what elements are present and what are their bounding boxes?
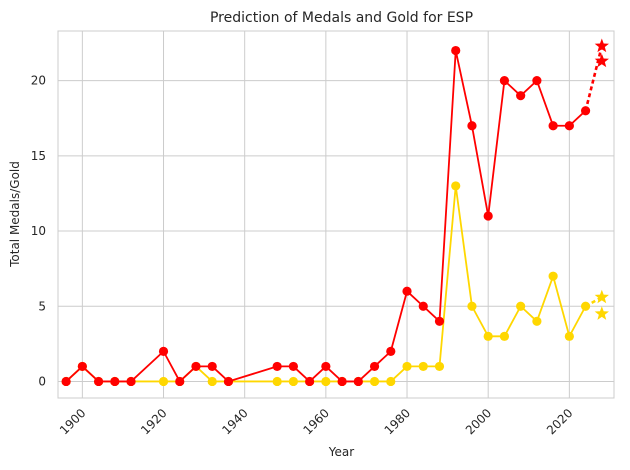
data-point bbox=[369, 376, 380, 387]
data-point bbox=[451, 45, 461, 56]
data-point bbox=[207, 376, 217, 387]
data-point bbox=[175, 376, 185, 387]
data-point bbox=[532, 76, 542, 86]
data-point bbox=[516, 301, 526, 311]
data-point bbox=[321, 361, 331, 372]
data-point bbox=[467, 301, 477, 311]
data-point bbox=[369, 361, 380, 372]
data-point bbox=[402, 361, 412, 372]
data-point bbox=[353, 376, 363, 387]
data-point bbox=[158, 376, 169, 387]
data-point bbox=[158, 346, 169, 356]
data-point bbox=[418, 361, 428, 372]
y-tick-label: 0 bbox=[38, 374, 46, 388]
data-point bbox=[272, 376, 282, 387]
data-point bbox=[499, 76, 510, 86]
data-point bbox=[548, 271, 558, 281]
chart-title: Prediction of Medals and Gold for ESP bbox=[210, 10, 473, 26]
data-point bbox=[288, 376, 298, 387]
data-point bbox=[223, 376, 234, 387]
data-point bbox=[499, 331, 510, 341]
data-point bbox=[434, 361, 445, 372]
y-tick-label: 20 bbox=[31, 74, 46, 88]
y-axis-ticks: 0 5 10 15 20 bbox=[31, 74, 46, 389]
data-point bbox=[191, 361, 201, 372]
prediction-star-marker bbox=[594, 306, 609, 320]
y-tick-label: 10 bbox=[31, 224, 46, 238]
data-point bbox=[467, 121, 477, 131]
data-point bbox=[288, 361, 298, 372]
data-point bbox=[386, 346, 396, 356]
data-point bbox=[548, 121, 558, 131]
series-layer bbox=[61, 38, 609, 387]
data-point bbox=[321, 376, 331, 387]
data-point bbox=[418, 301, 428, 311]
data-point bbox=[305, 376, 315, 387]
data-point bbox=[77, 361, 87, 372]
data-point bbox=[483, 211, 493, 221]
data-point bbox=[564, 331, 574, 341]
data-point bbox=[402, 286, 412, 296]
data-point bbox=[516, 91, 526, 101]
data-point bbox=[93, 376, 104, 387]
x-axis-label: Year bbox=[328, 445, 354, 459]
data-point bbox=[110, 376, 120, 387]
prediction-star-marker bbox=[594, 38, 609, 53]
series-0 bbox=[61, 38, 609, 387]
y-tick-label: 5 bbox=[38, 299, 46, 313]
data-point bbox=[564, 121, 574, 131]
y-axis-label: Total Medals/Gold bbox=[8, 161, 22, 268]
prediction-star-marker bbox=[594, 289, 609, 304]
data-point bbox=[272, 361, 282, 372]
data-point bbox=[126, 376, 136, 387]
data-point bbox=[434, 316, 445, 326]
data-point bbox=[532, 316, 542, 326]
data-point bbox=[386, 376, 396, 387]
data-point bbox=[451, 181, 461, 191]
data-point bbox=[61, 376, 71, 387]
data-point bbox=[483, 331, 493, 341]
data-point bbox=[337, 376, 347, 387]
plot-frame bbox=[57, 30, 615, 399]
prediction-star-marker bbox=[594, 53, 609, 68]
data-point bbox=[207, 361, 217, 372]
y-tick-label: 15 bbox=[31, 149, 46, 163]
